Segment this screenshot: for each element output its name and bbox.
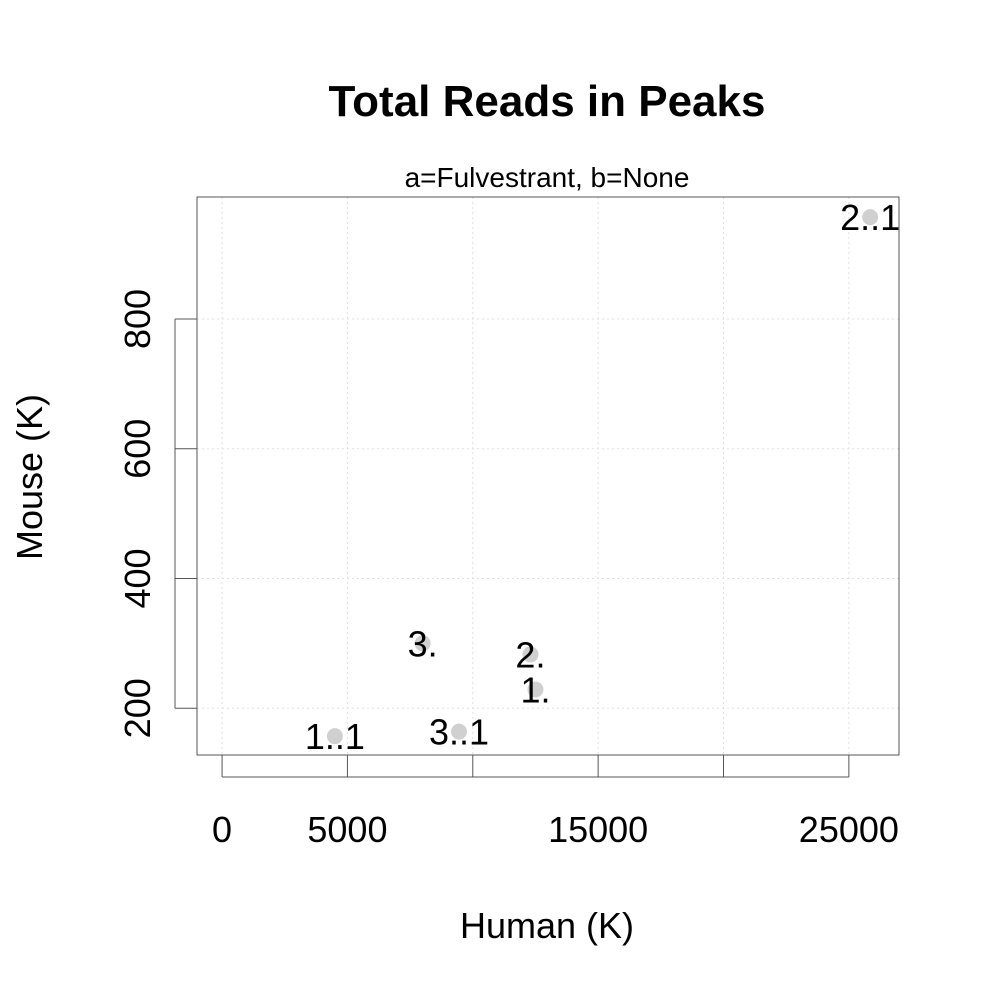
data-point-5: [862, 209, 879, 226]
data-label-5: 2..1: [840, 197, 900, 238]
grid: [197, 197, 899, 755]
y-tick-label-0: 200: [117, 678, 158, 738]
x-axis-label: Human (K): [460, 905, 634, 946]
y-tick-label-2: 600: [117, 419, 158, 479]
data-label-0: 1..1: [305, 716, 365, 757]
data-label-2: 3..1: [429, 712, 489, 753]
y-axis-label: Mouse (K): [9, 394, 50, 560]
x-axis: 0 5000 15000 25000: [212, 755, 899, 850]
y-tick-label-3: 800: [117, 289, 158, 349]
chart-subtitle: a=Fulvestrant, b=None: [405, 162, 690, 193]
data-point-1: [414, 635, 431, 652]
data-point-2: [450, 723, 467, 740]
data-label-3: 2.: [515, 634, 545, 675]
x-tick-label-3: 15000: [548, 809, 648, 850]
y-axis: 200 400 600 800: [117, 289, 197, 738]
data-labels: 1..1 3. 3..1 2.1. 2..1: [305, 197, 900, 757]
data-label-4: 1.: [520, 669, 550, 710]
x-tick-label-1: 5000: [307, 809, 387, 850]
x-tick-label-0: 0: [212, 809, 232, 850]
data-point-4: [527, 681, 544, 698]
data-point-0: [326, 728, 343, 745]
data-label-1: 3.: [408, 623, 438, 664]
data-point-3: [522, 646, 539, 663]
x-tick-label-5: 25000: [799, 809, 899, 850]
chart-title: Total Reads in Peaks: [329, 77, 766, 126]
plot-area-border: [196, 196, 900, 756]
data-points: [326, 209, 879, 745]
y-tick-label-1: 400: [117, 548, 158, 608]
